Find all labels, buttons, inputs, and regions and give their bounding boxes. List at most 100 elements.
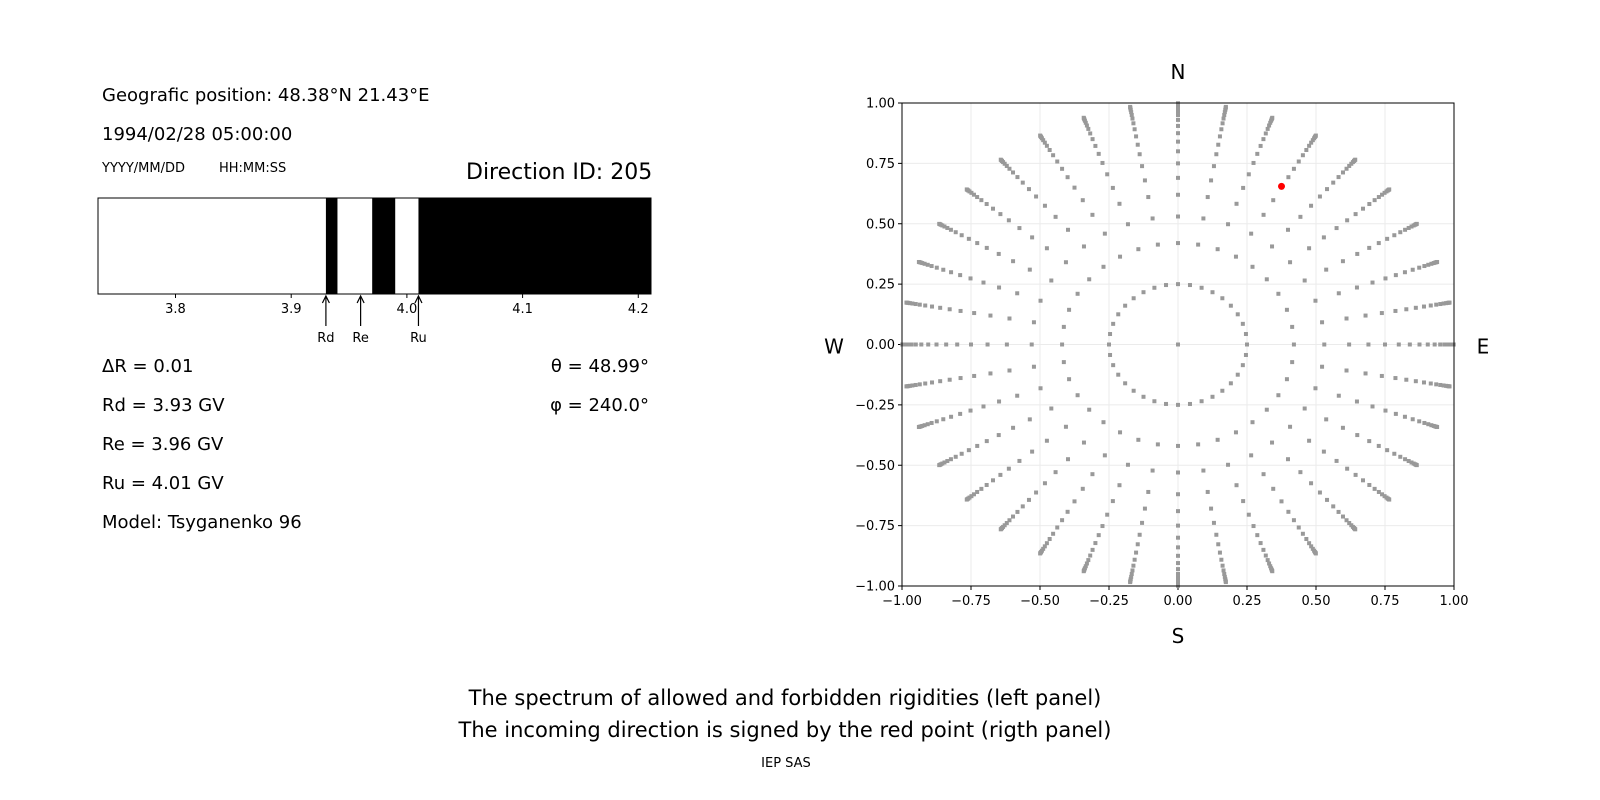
grid-point (1309, 481, 1314, 486)
grid-point (1196, 242, 1201, 247)
grid-point (1131, 563, 1136, 568)
grid-point (1300, 153, 1305, 158)
grid-point (1271, 198, 1276, 203)
grid-point (1031, 320, 1036, 325)
grid-point (947, 377, 952, 382)
grid-point (1051, 531, 1056, 536)
grid-point (1417, 265, 1422, 270)
grid-point (1176, 535, 1180, 540)
grid-point (945, 225, 950, 230)
spectrum-segment-forbidden (325, 198, 338, 294)
grid-point (1233, 430, 1238, 435)
grid-point (1291, 342, 1296, 347)
grid-point (1083, 564, 1088, 569)
grid-point (1372, 486, 1377, 491)
grid-point (1307, 541, 1312, 546)
grid-point (1125, 222, 1130, 227)
grid-point (1250, 264, 1255, 269)
grid-point (1080, 198, 1085, 203)
grid-point (953, 230, 958, 235)
grid-point (1309, 544, 1314, 549)
grid-point (1367, 439, 1372, 444)
grid-point (1243, 352, 1248, 357)
grid-point (1214, 152, 1219, 157)
grid-point (1228, 381, 1233, 386)
grid-point (1004, 521, 1009, 526)
x-tick-label: 0.50 (1302, 594, 1331, 609)
grid-point (1042, 544, 1047, 549)
grid-point (1072, 499, 1077, 504)
grid-point (1435, 259, 1440, 264)
grid-point (1258, 143, 1263, 148)
grid-point (1176, 282, 1180, 287)
grid-point (1110, 499, 1115, 504)
grid-point (938, 379, 943, 384)
grid-point (913, 342, 918, 347)
grid-point (1135, 542, 1140, 547)
grid-point (1118, 430, 1123, 435)
grid-point (1363, 371, 1368, 376)
grid-point (971, 492, 976, 497)
grid-point (1404, 377, 1409, 382)
grid-point (1132, 557, 1137, 562)
x-tick-label: −1.00 (882, 594, 922, 609)
grid-point (1088, 131, 1093, 136)
x-tick-label: 3.8 (165, 302, 186, 317)
grid-point (1130, 568, 1135, 573)
grid-point (1324, 417, 1329, 422)
grid-point (988, 371, 993, 376)
grid-point (1344, 166, 1349, 171)
grid-point (1128, 104, 1133, 109)
grid-point (1090, 212, 1095, 217)
grid-point (944, 342, 949, 347)
grid-point (959, 233, 964, 238)
y-tick-label: 0.00 (866, 338, 895, 353)
grid-point (1313, 386, 1318, 391)
grid-point (1081, 569, 1086, 574)
compass-north: N (1171, 60, 1186, 84)
grid-point (1403, 227, 1408, 232)
grid-point (1038, 551, 1043, 556)
grid-point (1063, 260, 1068, 265)
grid-point (1367, 245, 1372, 250)
grid-point (947, 307, 952, 312)
grid-point (1047, 537, 1052, 542)
grid-point (1176, 402, 1180, 407)
grid-point (1347, 342, 1352, 347)
grid-point (1396, 342, 1401, 347)
grid-point (969, 342, 973, 347)
grid-point (1134, 550, 1139, 555)
grid-point (1220, 563, 1225, 568)
grid-point (1249, 231, 1254, 236)
grid-point (930, 304, 935, 309)
grid-point (1428, 381, 1433, 386)
x-tick-label: 4.1 (512, 302, 533, 317)
grid-point (1123, 381, 1128, 386)
grid-point (1088, 553, 1093, 558)
grid-point (910, 383, 915, 388)
grid-point (1246, 512, 1251, 517)
datetime: 1994/02/28 05:00:00 (102, 124, 293, 145)
grid-point (1007, 368, 1012, 373)
grid-point (1307, 438, 1312, 443)
grid-point (941, 267, 946, 272)
grid-point (1393, 308, 1398, 313)
grid-point (1354, 285, 1359, 290)
grid-point (1344, 518, 1349, 523)
grid-point (1246, 172, 1251, 177)
grid-point (1355, 251, 1360, 256)
grid-point (1060, 342, 1065, 347)
grid-point (981, 280, 986, 285)
grid-point (1129, 110, 1134, 115)
grid-point (1111, 363, 1116, 368)
grid-point (1196, 442, 1201, 447)
grid-point (1336, 175, 1341, 180)
grid-point (1130, 116, 1135, 121)
grid-point (1065, 509, 1070, 514)
grid-point (1285, 227, 1290, 232)
grid-point (968, 408, 973, 413)
grid-point (1353, 472, 1358, 477)
grid-point (1241, 499, 1246, 504)
grid-point (1410, 267, 1415, 272)
grid-point (1086, 558, 1091, 563)
